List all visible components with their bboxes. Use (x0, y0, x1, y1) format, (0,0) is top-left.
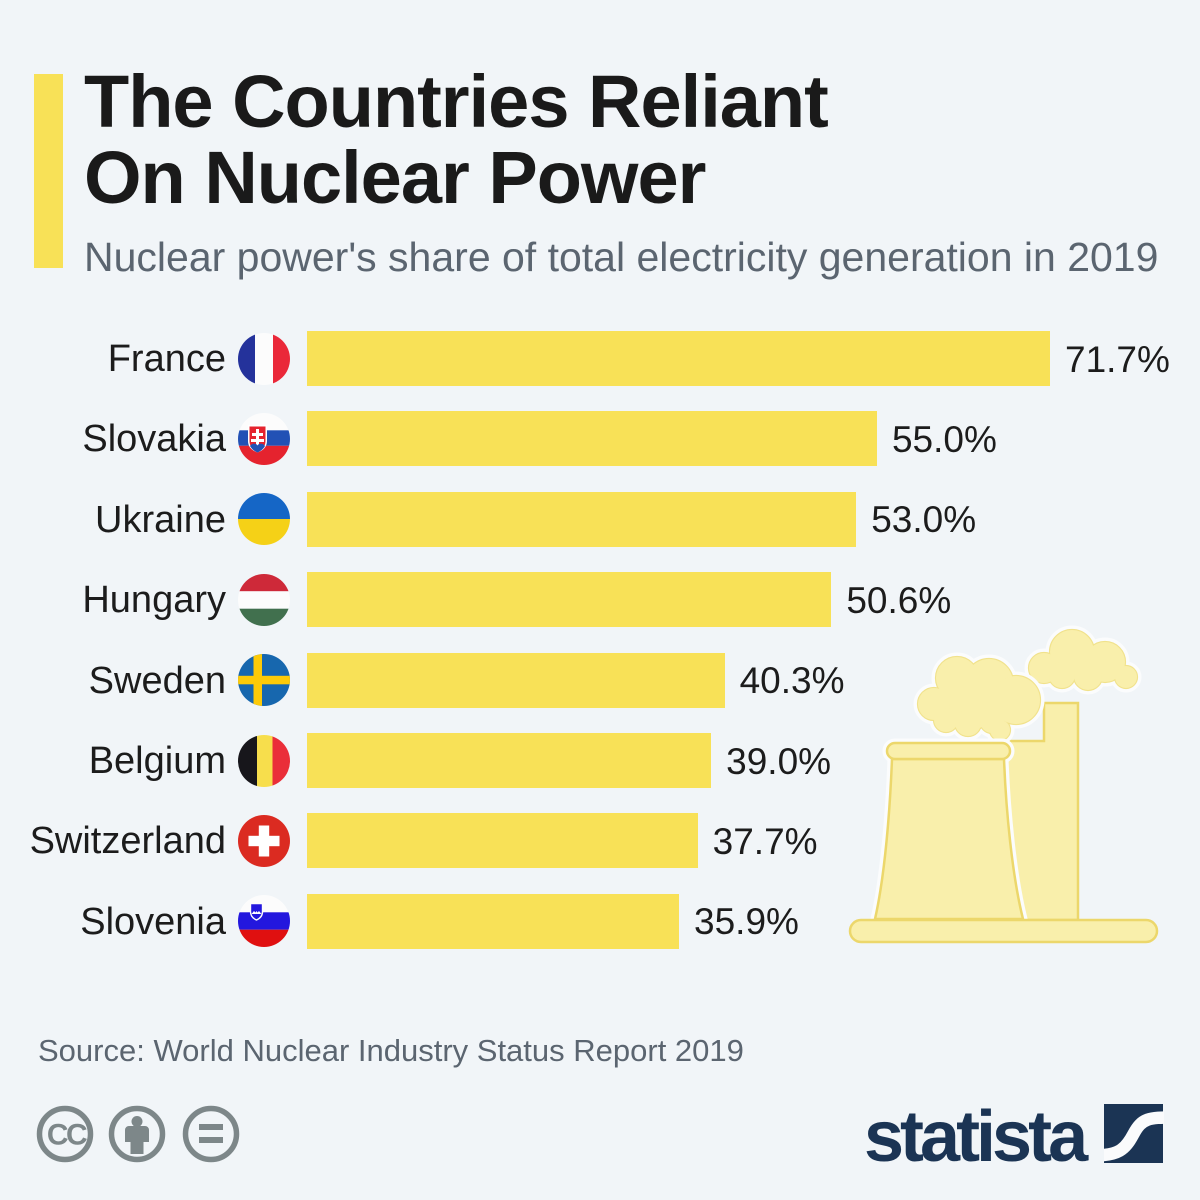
svg-text:CC: CC (47, 1119, 87, 1152)
